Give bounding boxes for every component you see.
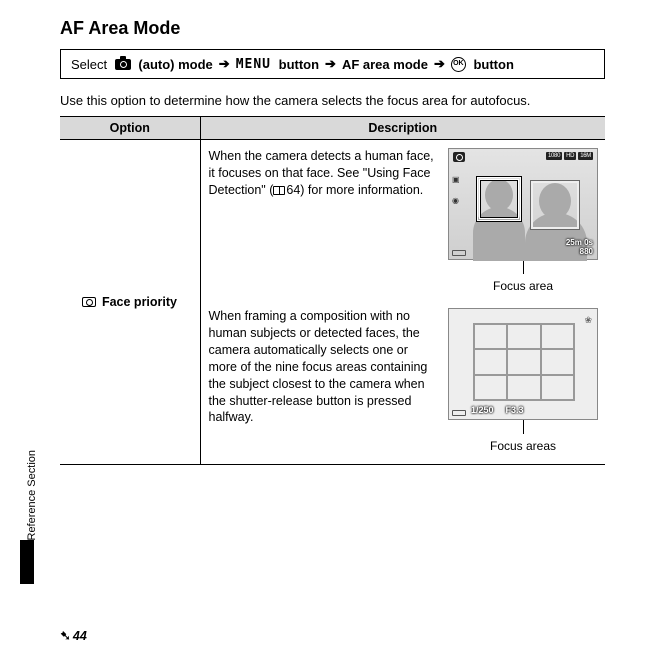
page-number: 44: [73, 629, 87, 643]
nav-auto: (auto) mode: [138, 57, 212, 72]
figure-caption-2: Focus areas: [490, 438, 556, 454]
arrow-icon: ➔: [325, 56, 336, 72]
nav-button1: button: [279, 57, 319, 72]
arrow-icon: ➔: [219, 56, 230, 72]
lcd-top-indicators: 1080 HD 16M: [546, 152, 593, 160]
nav-button2: button: [473, 57, 513, 72]
options-table: Option Description Face priority When th…: [60, 116, 605, 465]
manual-ref-icon: [273, 186, 285, 195]
nav-af: AF area mode: [342, 57, 428, 72]
ok-button-icon: OK: [451, 57, 466, 72]
lcd-exposure-info: 1/250 F3.3: [471, 404, 524, 416]
pointer-line: [523, 420, 524, 434]
mode-icon: [453, 152, 465, 162]
figure-2: ❀ 1/250 F3.3: [447, 308, 599, 454]
nav-menu: MENU: [236, 57, 271, 72]
col-option: Option: [60, 117, 200, 140]
description-cell: When the camera detects a human face, it…: [200, 140, 605, 465]
intro-text: Use this option to determine how the cam…: [60, 93, 605, 108]
lcd-info-text: 25m 0s 880: [566, 239, 593, 257]
macro-icon: ❀: [584, 314, 592, 326]
battery-icon: [452, 410, 466, 416]
arrow-icon: ➔: [434, 56, 445, 72]
page-title: AF Area Mode: [60, 18, 605, 39]
side-section-label: Reference Section: [26, 450, 38, 541]
camera-icon: [115, 59, 131, 70]
lcd-screen-2: ❀ 1/250 F3.3: [448, 308, 598, 420]
option-label: Face priority: [102, 295, 177, 309]
face-priority-icon: [82, 297, 96, 307]
col-description: Description: [200, 117, 605, 140]
nav-select: Select: [71, 57, 107, 72]
option-cell: Face priority: [60, 140, 200, 465]
desc-text-1: When the camera detects a human face, it…: [209, 148, 438, 199]
af-grid: [473, 323, 575, 401]
desc-text-2: When framing a composition with no human…: [209, 308, 438, 426]
focus-box-secondary: [531, 181, 579, 229]
page-footer: ➷ 44: [60, 628, 87, 644]
footer-icon: ➷: [60, 628, 71, 644]
figure-1: 1080 HD 16M ▣◉: [447, 148, 599, 294]
lcd-left-indicators: ▣◉: [452, 175, 460, 207]
pointer-line: [523, 260, 524, 274]
side-tab: [20, 540, 34, 584]
battery-icon: [452, 250, 466, 256]
lcd-screen-1: 1080 HD 16M ▣◉: [448, 148, 598, 260]
breadcrumb-box: Select (auto) mode ➔ MENU button ➔ AF ar…: [60, 49, 605, 79]
figure-caption-1: Focus area: [493, 278, 553, 294]
focus-box-primary: [477, 177, 521, 221]
